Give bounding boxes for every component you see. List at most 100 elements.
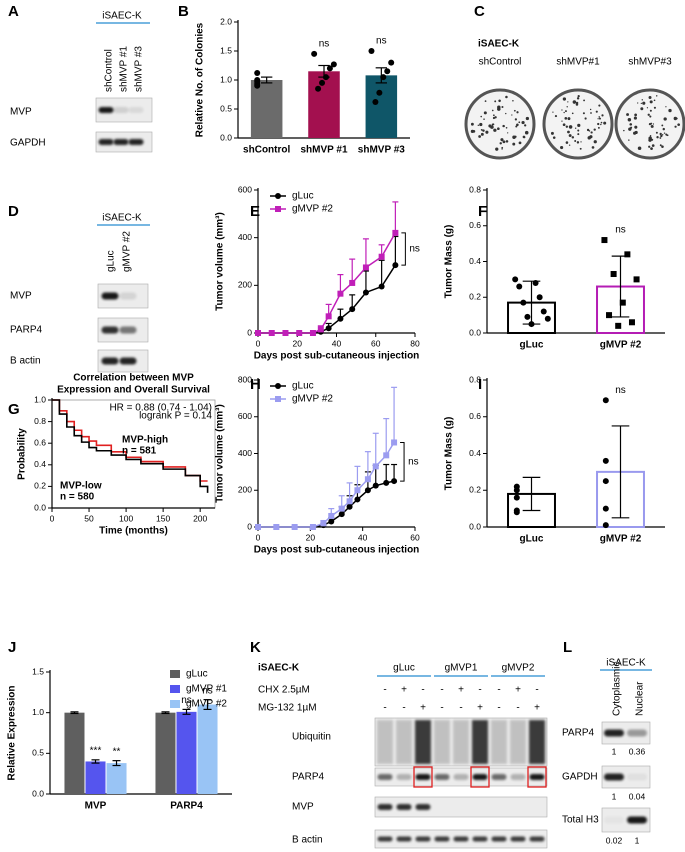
x-tick-label: 20 [306,532,316,542]
colony [515,125,518,128]
data-point [325,325,332,332]
data-point [513,494,520,501]
data-point [601,237,608,244]
colony [505,112,507,115]
data-point [602,522,609,529]
x-tick-label: shControl [243,145,290,156]
sign: - [440,703,443,714]
colony [511,114,513,116]
data-point [337,315,344,322]
data-point [254,70,261,77]
x-axis-label: Time (months) [99,526,168,537]
data-point [392,229,399,236]
colony [568,144,571,146]
colony [550,131,554,135]
lane-label: gLuc [106,250,117,272]
chart-title: Correlation between MVP [73,373,194,384]
colony [491,123,494,126]
dish-label: shMVP#1 [556,57,600,68]
colony [600,121,603,124]
colony [567,130,570,134]
significance-bracket [400,441,405,482]
sign: + [515,685,521,696]
colony [560,145,564,150]
quantification: 0.02 [606,835,623,845]
colony [675,117,678,120]
band [529,836,545,842]
band [113,139,129,145]
colony [593,140,597,144]
colony [574,127,577,129]
bar [85,761,106,794]
smear [529,720,545,764]
y-tick-label: 800 [238,374,252,384]
curve-label: MVP-high [122,435,168,446]
bar [155,712,176,794]
quantification: 0.04 [629,791,646,801]
data-point [346,498,353,505]
band [101,292,119,300]
colony [649,135,652,137]
data-point [388,59,395,66]
band [529,774,545,780]
colony [492,116,496,120]
panel-letter: D [8,203,19,220]
colony [512,142,516,146]
band [98,139,114,145]
data-point [536,294,543,301]
colony [572,100,577,104]
data-point [273,524,280,530]
colony [647,113,650,116]
data-point [532,279,539,286]
row-label: MVP [292,802,314,813]
curve-label: n = 581 [122,446,157,457]
colony [562,97,567,101]
band [98,107,114,113]
row-label: Total H3 [562,815,599,826]
panel-letter: I [478,376,482,393]
colony [516,123,519,127]
data-point [317,326,324,333]
colony [640,107,644,111]
data-point [328,518,335,525]
x-tick-label: 0 [50,513,55,523]
x-tick-label: 40 [358,532,368,542]
band [415,804,431,810]
y-tick-label: 0.0 [34,502,46,512]
y-tick-label: 0.8 [469,374,481,384]
colony [499,142,502,145]
colony [623,129,625,132]
y-tick-label: 200 [238,485,252,495]
sign: - [383,703,386,714]
y-tick-label: 400 [238,448,252,458]
colony [590,112,592,114]
colony [488,124,492,128]
colony [663,132,666,134]
data-point [624,251,631,258]
smear [472,720,488,764]
colony [649,115,652,118]
y-axis-label: Tumor Mass (g) [444,225,455,299]
band [453,774,469,780]
y-tick-label: 0.5 [220,103,232,113]
data-point [338,511,345,518]
x-tick-label: gLuc [520,534,544,545]
colony [633,131,637,135]
smear [377,720,393,764]
colony [562,123,566,127]
data-point [254,82,261,89]
colony [575,101,579,105]
y-tick-label: 0.6 [34,437,46,447]
colony [649,100,653,104]
colony [516,111,519,114]
band [377,774,393,780]
colony [574,140,577,142]
y-tick-label: 200 [238,280,252,290]
colony [482,129,485,132]
quantification: 1 [612,746,617,756]
y-tick-label: 1.5 [32,666,44,676]
sign: + [534,703,540,714]
colony [668,108,672,113]
data-point [376,89,383,96]
colony [502,140,506,144]
